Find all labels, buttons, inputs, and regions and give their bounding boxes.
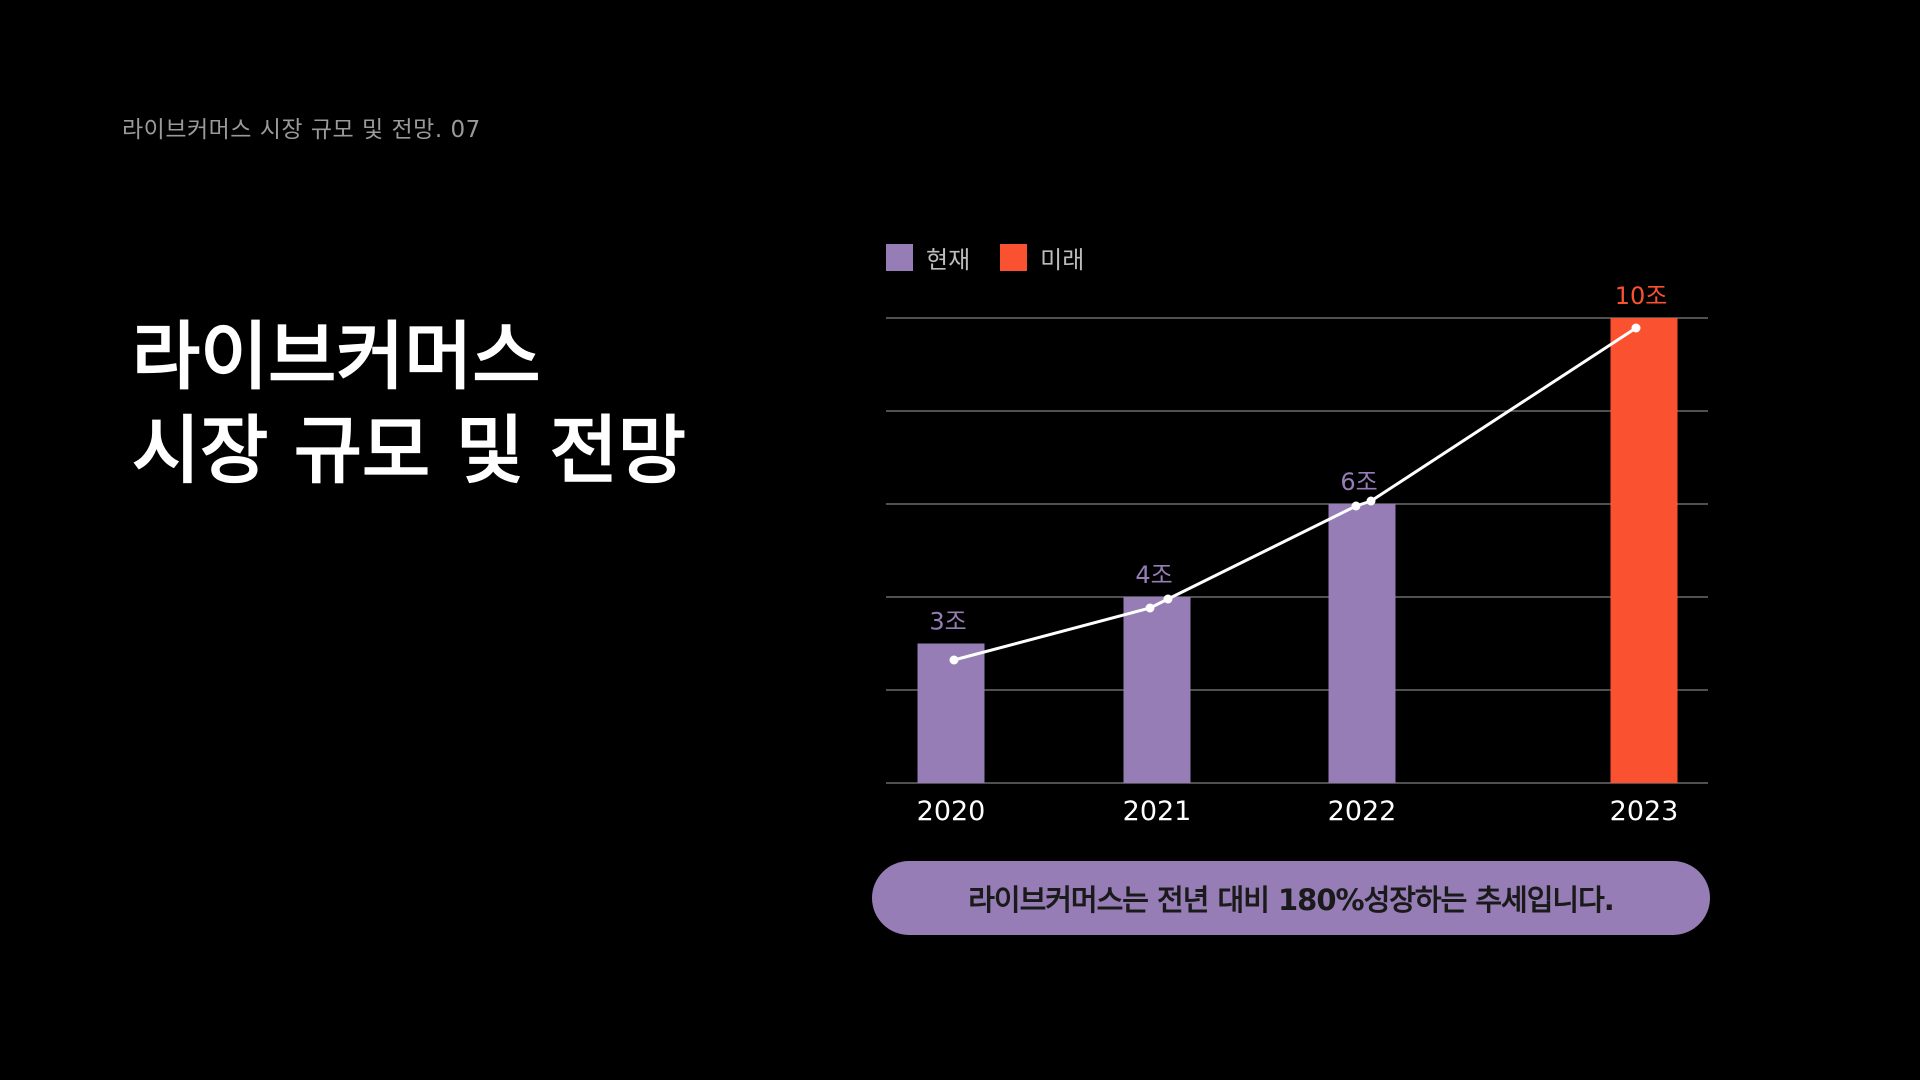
chart-trend-line (949, 323, 1641, 665)
value-label-2023: 10조 (1615, 282, 1668, 310)
chart-labels: 3조 2020 4조 2021 6조 2022 10조 2023 (917, 282, 1679, 827)
chart-legend: 현재 미래 (886, 240, 1114, 275)
x-tick-label-2021: 2021 (1123, 796, 1192, 827)
legend-item-future: 미래 (1000, 240, 1084, 275)
x-tick-label-2020: 2020 (917, 796, 986, 827)
page-title: 라이브커머스 시장 규모 및 전망 (132, 310, 686, 498)
x-tick-label-2022: 2022 (1328, 796, 1397, 827)
bar-2021 (1123, 597, 1191, 783)
value-label-2021: 4조 (1135, 561, 1172, 589)
value-label-2020: 3조 (929, 608, 966, 636)
trend-line (953, 326, 1637, 662)
page-title-line-1: 라이브커머스 (132, 314, 541, 400)
trend-point-1 (1145, 603, 1155, 613)
trend-point-0 (949, 655, 959, 665)
page-title-line-2: 시장 규모 및 전망 (132, 408, 686, 494)
legend-item-current: 현재 (886, 240, 970, 275)
legend-label-future: 미래 (1040, 246, 1085, 274)
legend-swatch-current (886, 244, 913, 271)
summary-text: 라이브커머스는 전년 대비 180%성장하는 추세입니다. (968, 883, 1615, 917)
trend-point-4 (1366, 496, 1376, 506)
page-label: 라이브커머스 시장 규모 및 전망. 07 (122, 117, 481, 143)
x-tick-label-2023: 2023 (1610, 796, 1679, 827)
legend-swatch-future (1000, 244, 1028, 271)
legend-label-current: 현재 (926, 246, 971, 274)
chart-bars (917, 318, 1678, 783)
summary-pill: 라이브커머스는 전년 대비 180%성장하는 추세입니다. (872, 861, 1710, 935)
value-label-2022: 6조 (1340, 468, 1377, 496)
trend-point-5 (1631, 323, 1641, 333)
chart-grid (886, 317, 1708, 784)
bar-2020 (917, 643, 985, 783)
trend-point-2 (1163, 594, 1173, 604)
bar-2022 (1328, 504, 1396, 783)
trend-point-3 (1351, 501, 1361, 511)
bar-2023 (1610, 318, 1678, 783)
